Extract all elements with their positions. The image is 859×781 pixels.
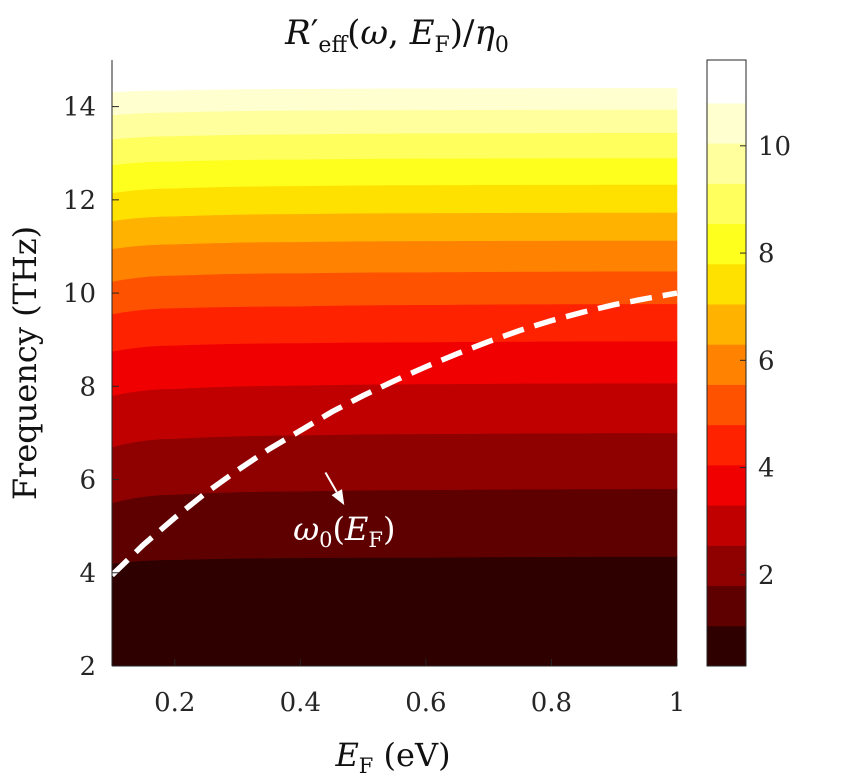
colorbar-segment-11 (707, 223, 746, 265)
colorbar-frame (706, 59, 747, 667)
x-axis: 0.2 0.4 0.6 0.8 1 (112, 659, 685, 718)
x-tick-label: 0.4 (280, 688, 321, 718)
annotation-arrow-head (331, 489, 345, 506)
x-tick-label: 0.8 (531, 688, 572, 718)
chart-title: R′eff(ω, EF)/η0 (284, 13, 509, 58)
y-tick-label: 14 (63, 93, 96, 123)
colorbar-segment-5 (707, 464, 746, 506)
colorbar-segment-7 (707, 384, 746, 426)
colorbar-tick-label: 2 (758, 561, 775, 591)
x-tick-label: 0.2 (154, 688, 195, 718)
colorbar-segment-6 (707, 424, 746, 466)
y-tick-label: 10 (63, 279, 96, 309)
annotation-arrow-shaft (324, 472, 338, 493)
x-axis-label: EF (eV) (334, 736, 450, 778)
colorbar-segment-13 (707, 143, 746, 184)
y-axis-label: Frequency (THz) (6, 226, 44, 500)
y-tick-label: 4 (79, 559, 96, 589)
colorbar-segment-14 (707, 102, 746, 144)
colorbar-segment-8 (707, 344, 746, 385)
x-tick-label: 1 (669, 688, 686, 718)
y-tick-label: 12 (63, 186, 96, 216)
contour-band-14 (111, 88, 678, 116)
omega0-dashed-curve (110, 290, 678, 578)
colorbar: 2 4 6 8 10 (706, 59, 791, 667)
y-tick-label: 2 (79, 652, 96, 682)
colorbar-segment-4 (707, 505, 746, 546)
colorbar-tick-label: 6 (758, 346, 775, 376)
colorbar-segment-3 (707, 545, 746, 587)
y-axis: 2 4 6 8 10 12 14 (63, 60, 119, 682)
contour-bands (111, 88, 678, 667)
x-tick-label: 0.6 (405, 688, 446, 718)
plot-area: ω0(EF) (110, 60, 678, 667)
contour-band-1 (111, 556, 678, 667)
annotation-arrow (324, 472, 345, 506)
y-tick-label: 6 (79, 466, 96, 496)
colorbar-segment-10 (707, 263, 746, 305)
colorbar-segment-12 (707, 183, 746, 225)
colorbar-segment-2 (707, 585, 746, 627)
colorbar-segment-1 (707, 625, 746, 667)
colorbar-tick-label: 8 (758, 239, 775, 269)
colorbar-segment-15 (707, 60, 746, 104)
y-tick-label: 8 (79, 372, 96, 402)
colorbar-tick-label: 10 (758, 132, 791, 162)
omega0-annotation-label: ω0(EF) (293, 510, 395, 552)
colorbar-segment-9 (707, 304, 746, 345)
colorbar-tick-label: 4 (758, 454, 775, 484)
